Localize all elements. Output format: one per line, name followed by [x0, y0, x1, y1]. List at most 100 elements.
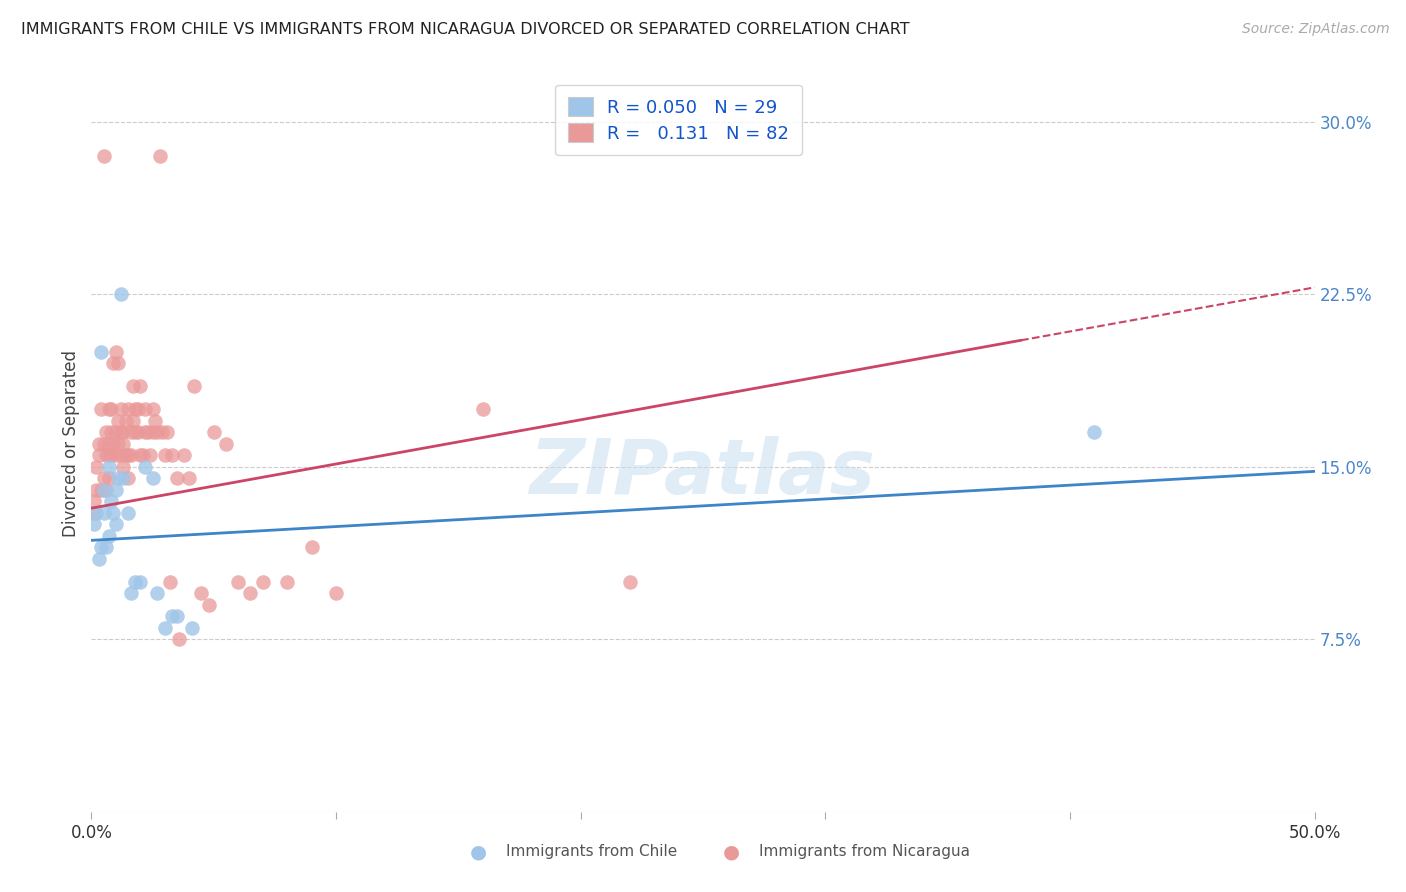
Point [90, 483, 112, 497]
Point [301, 541, 323, 555]
Point [110, 402, 132, 417]
Point [117, 506, 139, 520]
Point [160, 609, 183, 624]
Point [122, 379, 145, 393]
Point [169, 632, 191, 647]
Point [127, 402, 149, 417]
Point [129, 448, 152, 462]
Point [471, 402, 494, 417]
Point [83, 506, 105, 520]
Point [103, 506, 125, 520]
Point [93, 471, 115, 485]
Point [112, 459, 135, 474]
Point [104, 344, 127, 359]
Point [84, 459, 107, 474]
Point [112, 436, 135, 450]
Point [124, 574, 146, 589]
Point [93, 483, 115, 497]
Point [139, 448, 162, 462]
Point [143, 414, 166, 428]
Point [190, 586, 212, 600]
Text: ●: ● [723, 842, 740, 862]
Point [110, 425, 132, 440]
Point [90, 344, 112, 359]
Point [179, 471, 201, 485]
Point [112, 471, 135, 485]
Point [180, 621, 202, 635]
Point [100, 494, 122, 508]
Point [146, 425, 169, 440]
Point [93, 149, 115, 163]
Point [107, 414, 129, 428]
Point [134, 402, 156, 417]
Point [141, 402, 163, 417]
Point [619, 574, 641, 589]
Point [252, 574, 274, 589]
Point [83, 517, 105, 532]
Point [97, 529, 120, 543]
Point [100, 425, 122, 440]
Point [117, 402, 139, 417]
Point [107, 356, 129, 370]
Point [117, 471, 139, 485]
Point [87, 448, 110, 462]
Point [132, 448, 155, 462]
Point [114, 414, 136, 428]
Point [104, 425, 127, 440]
Point [159, 574, 181, 589]
Point [117, 448, 139, 462]
Point [84, 506, 107, 520]
Point [93, 436, 115, 450]
Point [153, 621, 176, 635]
Point [153, 448, 176, 462]
Point [120, 425, 142, 440]
Point [129, 379, 152, 393]
Text: Immigrants from Nicaragua: Immigrants from Nicaragua [759, 845, 970, 859]
Point [94, 425, 117, 440]
Point [183, 379, 205, 393]
Point [87, 551, 110, 566]
Point [166, 609, 188, 624]
Point [120, 448, 142, 462]
Point [87, 436, 110, 450]
Point [110, 287, 132, 301]
Point [97, 459, 120, 474]
Point [215, 436, 238, 450]
Text: Source: ZipAtlas.com: Source: ZipAtlas.com [1241, 22, 1389, 37]
Point [136, 425, 159, 440]
Point [276, 574, 298, 589]
Point [226, 574, 249, 589]
Point [104, 517, 127, 532]
Point [124, 402, 146, 417]
Point [239, 586, 262, 600]
Point [84, 483, 107, 497]
Point [149, 149, 172, 163]
Text: ZIPatlas: ZIPatlas [530, 436, 876, 510]
Point [141, 425, 163, 440]
Point [122, 414, 145, 428]
Point [160, 448, 183, 462]
Text: ●: ● [470, 842, 486, 862]
Y-axis label: Divorced or Separated: Divorced or Separated [62, 351, 80, 537]
Text: Immigrants from Chile: Immigrants from Chile [506, 845, 678, 859]
Point [104, 483, 127, 497]
Text: IMMIGRANTS FROM CHILE VS IMMIGRANTS FROM NICARAGUA DIVORCED OR SEPARATED CORRELA: IMMIGRANTS FROM CHILE VS IMMIGRANTS FROM… [21, 22, 910, 37]
Point [97, 436, 120, 450]
Point [146, 586, 169, 600]
Point [97, 471, 120, 485]
Point [94, 483, 117, 497]
Point [90, 402, 112, 417]
Point [134, 425, 156, 440]
Point [94, 448, 117, 462]
Point [198, 598, 221, 612]
Point [103, 436, 125, 450]
Point [202, 425, 225, 440]
Point [112, 425, 135, 440]
Point [156, 425, 179, 440]
Point [110, 448, 132, 462]
Point [114, 448, 136, 462]
Point [129, 574, 152, 589]
Point [325, 586, 347, 600]
Point [124, 425, 146, 440]
Point [97, 402, 120, 417]
